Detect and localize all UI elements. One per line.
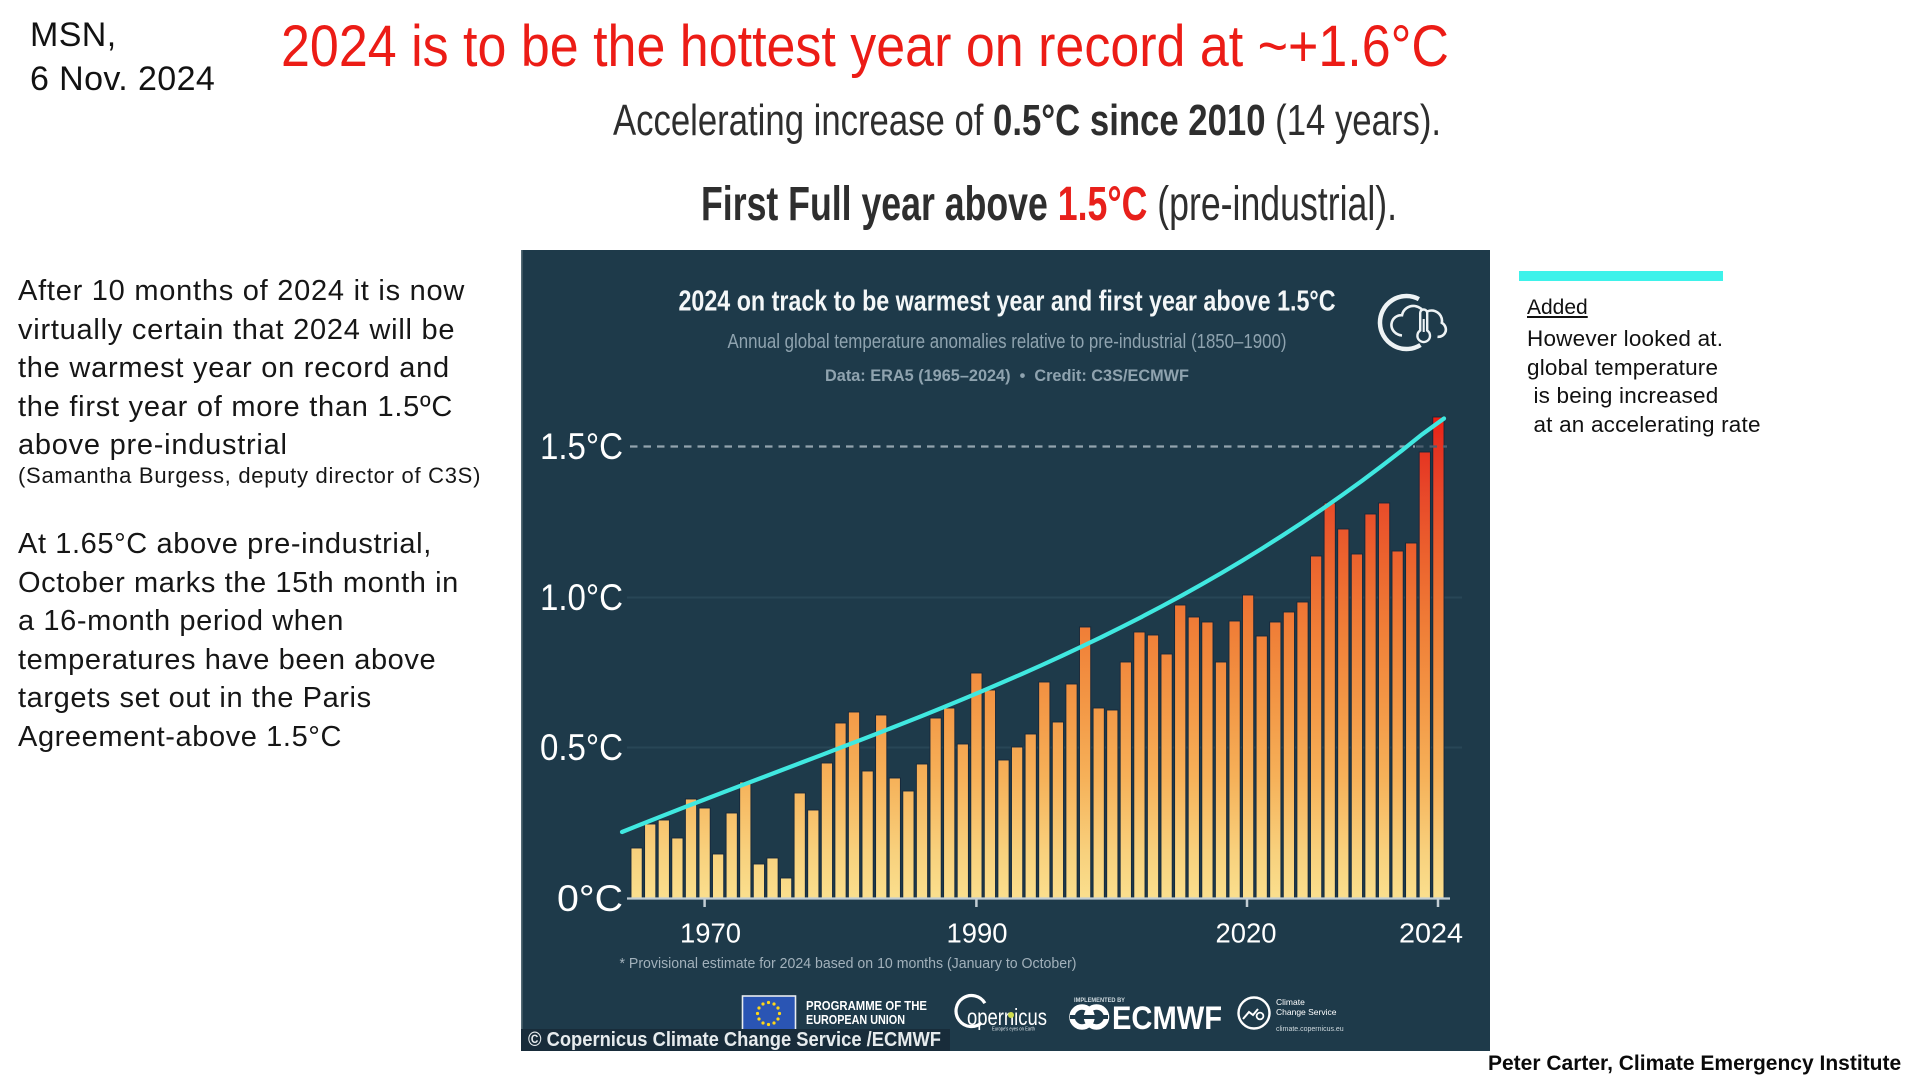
svg-text:0.5°C: 0.5°C [540, 727, 623, 768]
svg-text:ECMWF: ECMWF [1112, 1000, 1222, 1036]
svg-text:2024 on track to be warmest ye: 2024 on track to be warmest year and fir… [679, 286, 1336, 318]
svg-text:EUROPEAN UNION: EUROPEAN UNION [806, 1013, 905, 1027]
svg-text:1.5°C: 1.5°C [540, 426, 623, 467]
svg-text:2024: 2024 [1399, 918, 1463, 949]
svg-text:Change Service: Change Service [1276, 1007, 1337, 1017]
svg-text:Annual global temperature anom: Annual global temperature anomalies rela… [728, 331, 1287, 353]
svg-text:PROGRAMME OF THE: PROGRAMME OF THE [806, 999, 927, 1013]
svg-text:Data: ERA5 (1965–2024) • Cre: Data: ERA5 (1965–2024) • Credit: C3S/ECM… [825, 367, 1189, 385]
svg-text:opernicus: opernicus [967, 1004, 1047, 1030]
svg-text:2020: 2020 [1216, 918, 1277, 949]
svg-text:climate.copernicus.eu: climate.copernicus.eu [1276, 1026, 1344, 1033]
svg-text:Climate: Climate [1276, 997, 1305, 1007]
svg-text:1.0°C: 1.0°C [540, 577, 623, 618]
svg-text:Europe's eyes on Earth: Europe's eyes on Earth [992, 1027, 1035, 1033]
svg-text:© Copernicus Climate Change Se: © Copernicus Climate Change Service /ECM… [528, 1029, 941, 1051]
svg-text:IMPLEMENTED BY: IMPLEMENTED BY [1074, 997, 1126, 1004]
svg-text:* Provisional estimate for 202: * Provisional estimate for 2024 based on… [620, 955, 1077, 972]
svg-text:0°C: 0°C [557, 878, 623, 919]
svg-text:1970: 1970 [680, 918, 741, 949]
svg-text:1990: 1990 [947, 918, 1008, 949]
